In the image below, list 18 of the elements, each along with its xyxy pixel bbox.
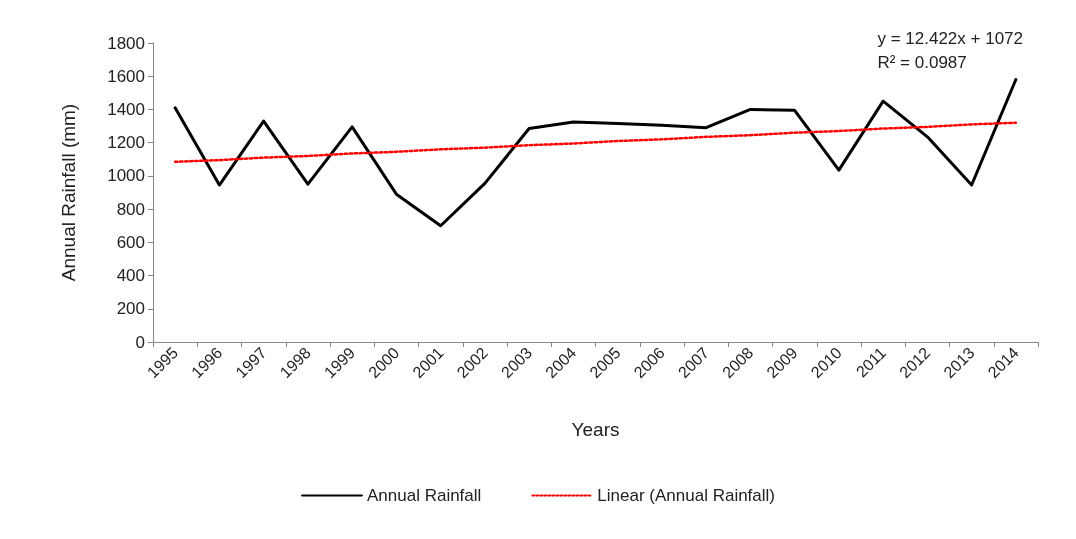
y-tick-label: 800	[116, 199, 145, 219]
y-tick-label: 1000	[107, 166, 145, 186]
annotation: R² = 0.0987	[877, 52, 967, 72]
y-tick-label: 600	[116, 232, 145, 252]
legend-label: Annual Rainfall	[367, 486, 482, 505]
x-axis-title: Years	[571, 419, 620, 440]
y-tick-label: 1800	[107, 33, 145, 53]
annotation: y = 12.422x + 1072	[877, 28, 1023, 48]
y-axis-title: Annual Rainfall (mm)	[58, 103, 79, 282]
line-series	[173, 78, 1018, 228]
legend-label: Linear (Annual Rainfall)	[597, 486, 776, 505]
line-series	[173, 121, 1018, 164]
y-tick-label: 0	[135, 332, 145, 352]
y-tick-label: 400	[116, 266, 145, 286]
y-tick-label: 1200	[107, 133, 145, 153]
y-tick-label: 1600	[107, 66, 145, 86]
y-tick-label: 1400	[107, 99, 145, 119]
y-tick-label: 200	[116, 299, 145, 319]
